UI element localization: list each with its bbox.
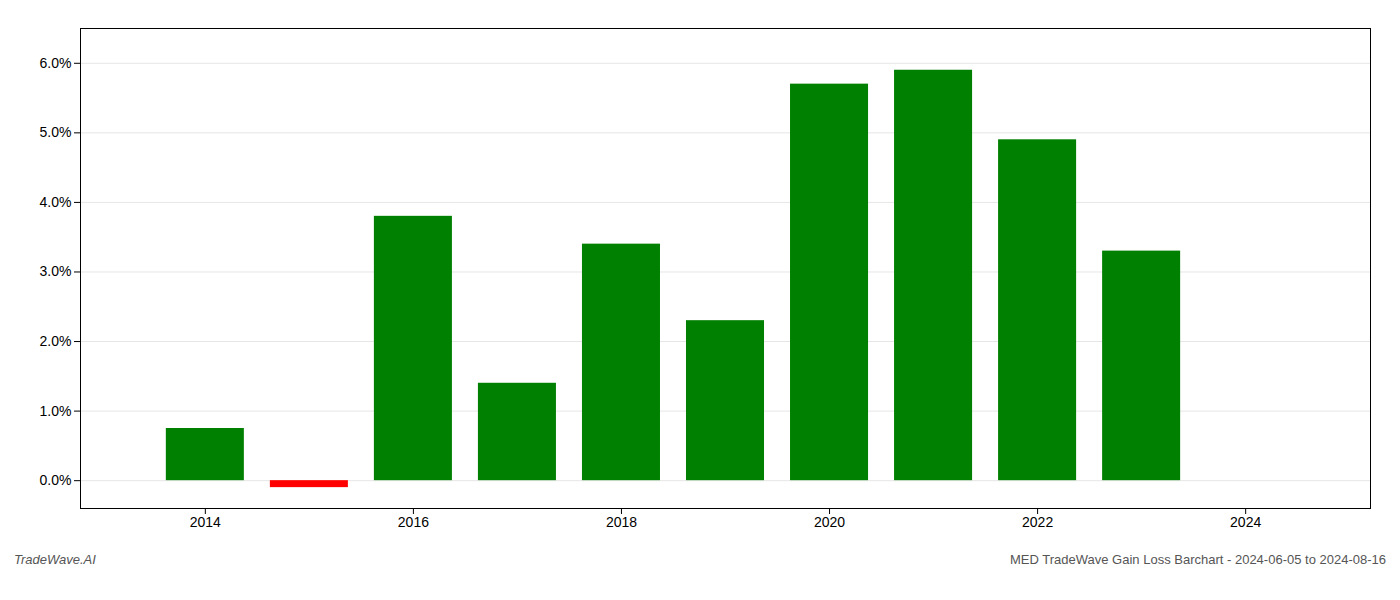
svg-text:2020: 2020 <box>814 514 845 530</box>
svg-text:2014: 2014 <box>190 514 221 530</box>
svg-text:2024: 2024 <box>1230 514 1261 530</box>
svg-text:6.0%: 6.0% <box>40 55 72 71</box>
svg-text:2018: 2018 <box>606 514 637 530</box>
svg-text:2022: 2022 <box>1022 514 1053 530</box>
html-text:TradeWave.AI: TradeWave.AI <box>14 552 96 567</box>
svg-text:2016: 2016 <box>398 514 429 530</box>
svg-text:5.0%: 5.0% <box>40 124 72 140</box>
svg-text:4.0%: 4.0% <box>40 194 72 210</box>
svg-text:0.0%: 0.0% <box>40 472 72 488</box>
svg-text:3.0%: 3.0% <box>40 263 72 279</box>
svg-text:1.0%: 1.0% <box>40 403 72 419</box>
html-text:MED TradeWave Gain Loss Barcha: MED TradeWave Gain Loss Barchart - 2024-… <box>1010 552 1386 567</box>
svg-text:2.0%: 2.0% <box>40 333 72 349</box>
